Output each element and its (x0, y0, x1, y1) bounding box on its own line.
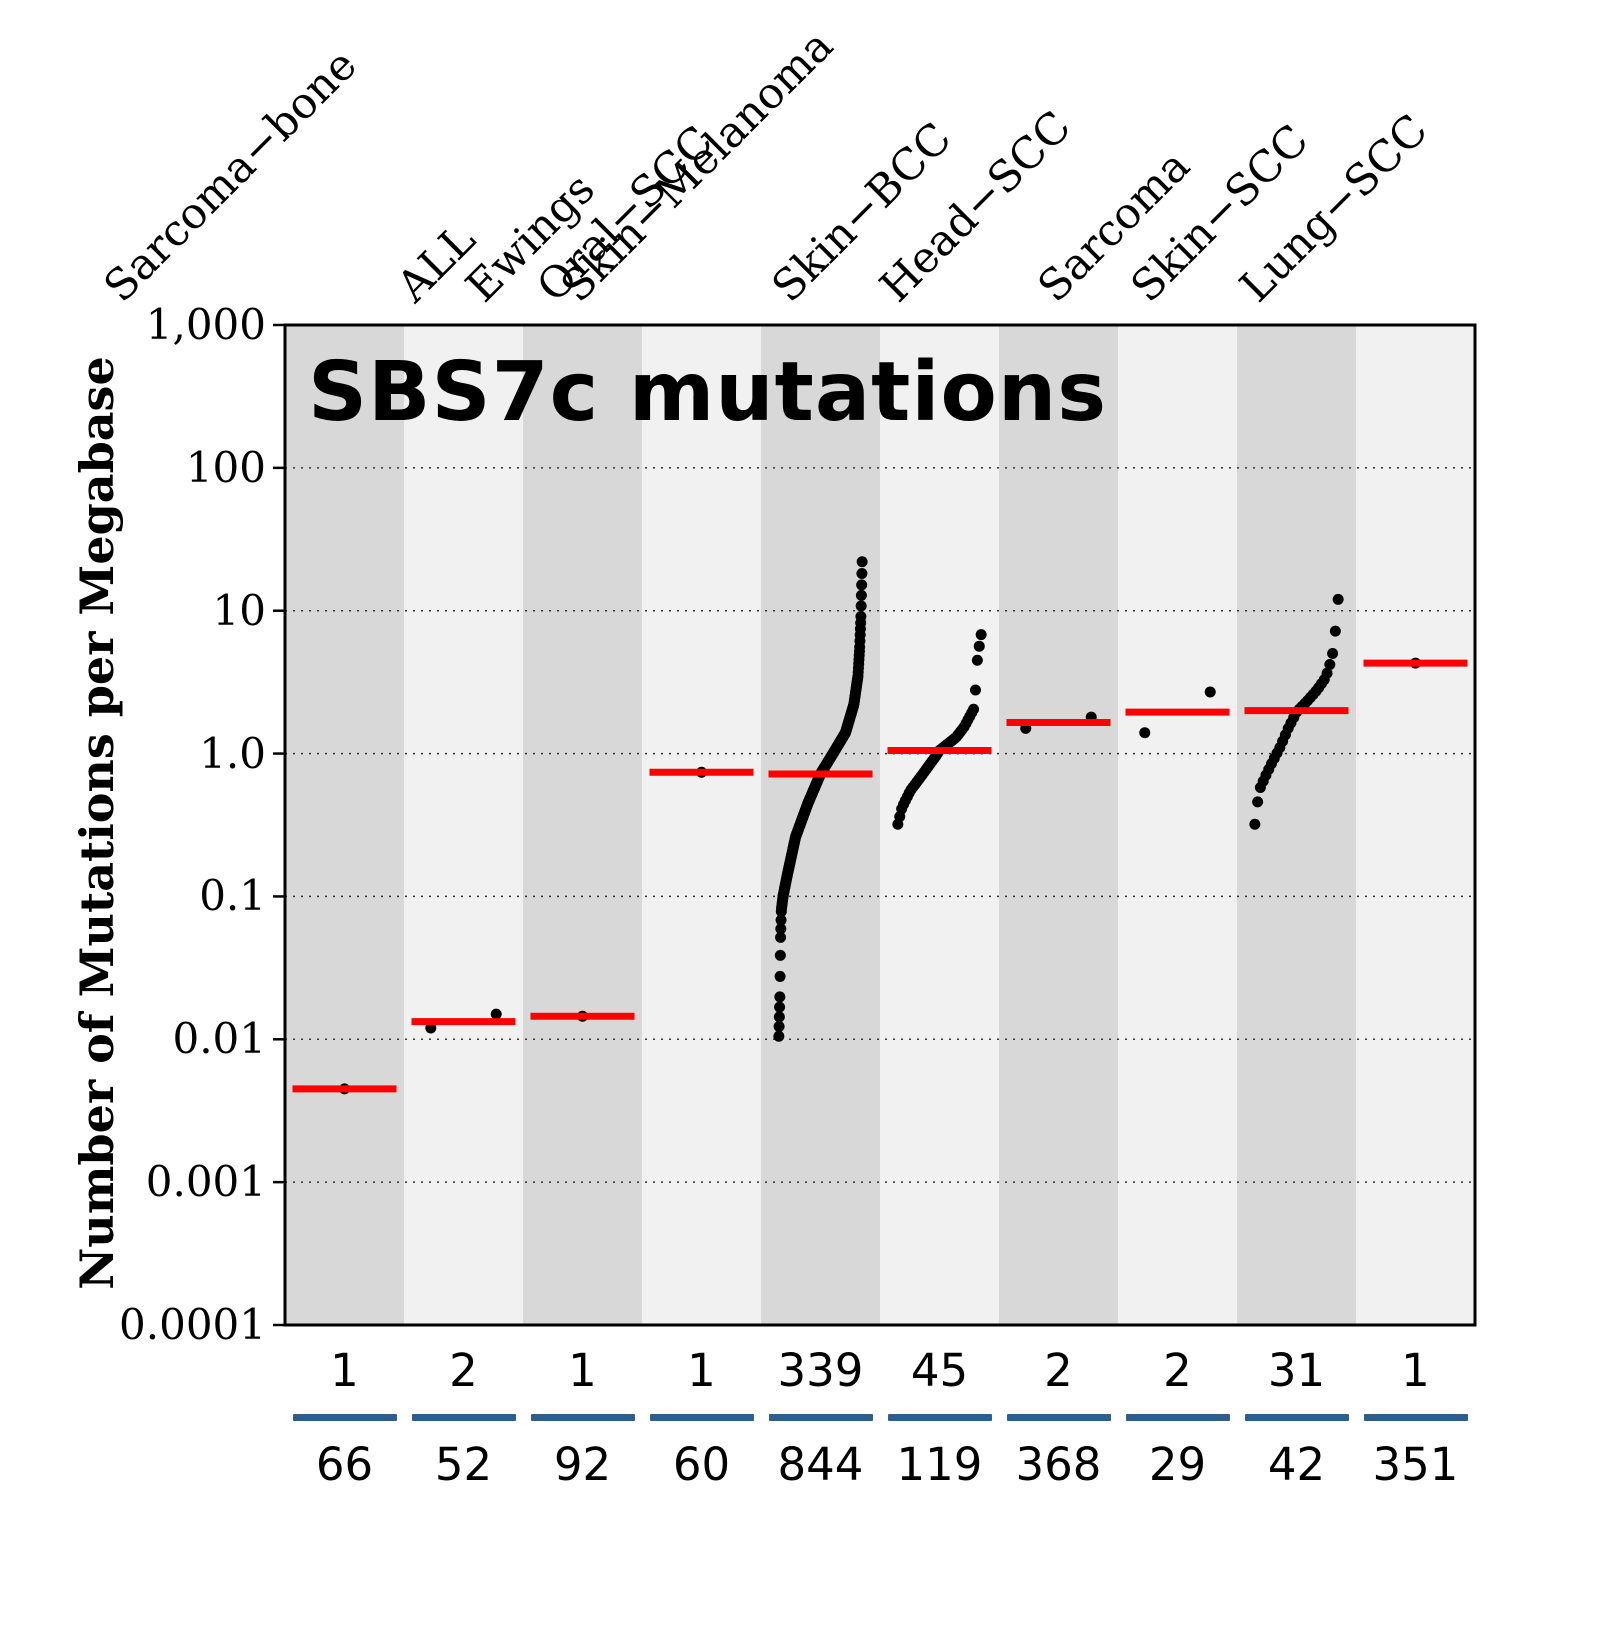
data-point (1332, 593, 1344, 605)
signature-sample-count: 2 (1163, 1344, 1192, 1397)
column-band (761, 325, 880, 1325)
column-band (1118, 325, 1237, 1325)
data-point (775, 931, 787, 943)
y-tick-label: 0.01 (172, 1014, 266, 1064)
total-sample-count: 42 (1267, 1438, 1326, 1491)
total-sample-count: 368 (1015, 1438, 1102, 1491)
data-point (425, 1022, 437, 1034)
signature-sample-count: 2 (449, 1344, 478, 1397)
count-separator-line (411, 1414, 516, 1421)
signature-sample-count: 31 (1267, 1344, 1326, 1397)
data-point (490, 1008, 502, 1020)
count-separator-line (1363, 1414, 1468, 1421)
data-point (973, 640, 985, 652)
data-point (773, 1030, 785, 1042)
count-separator-line (1125, 1414, 1230, 1421)
total-sample-count: 119 (896, 1438, 983, 1491)
count-separator-line (292, 1414, 397, 1421)
signature-sample-count: 339 (777, 1344, 864, 1397)
data-point (774, 949, 786, 961)
count-separator-line (1006, 1414, 1111, 1421)
data-point (1324, 659, 1336, 671)
count-separator-line (649, 1414, 754, 1421)
signature-sample-count: 45 (910, 1344, 969, 1397)
data-point (856, 579, 868, 591)
chart-title: SBS7c mutations (308, 345, 1108, 440)
data-point (1329, 625, 1341, 637)
y-tick-label: 0.1 (199, 871, 266, 921)
data-point (1327, 647, 1339, 659)
signature-sample-count: 2 (1044, 1344, 1073, 1397)
count-separator-line (887, 1414, 992, 1421)
data-point (774, 991, 786, 1003)
data-point (1204, 686, 1216, 698)
count-separator-line (1244, 1414, 1349, 1421)
data-point (1252, 796, 1264, 808)
signature-sample-count: 1 (568, 1344, 597, 1397)
y-tick-label: 0.0001 (119, 1300, 266, 1349)
y-tick-label: 1,000 (145, 300, 266, 349)
total-sample-count: 29 (1148, 1438, 1207, 1491)
column-band (285, 325, 404, 1325)
total-sample-count: 52 (434, 1438, 493, 1491)
signature-sample-count: 1 (330, 1344, 359, 1397)
data-point (855, 600, 867, 612)
column-band (999, 325, 1118, 1325)
column-band (404, 325, 523, 1325)
data-point (856, 556, 868, 568)
data-point (1249, 818, 1261, 830)
signature-sample-count: 1 (687, 1344, 716, 1397)
y-tick-label: 100 (185, 442, 266, 492)
data-point (975, 629, 987, 641)
y-tick-label: 10 (212, 585, 266, 635)
data-point (773, 1020, 785, 1032)
data-point (1139, 727, 1151, 739)
count-separator-line (530, 1414, 635, 1421)
data-point (773, 1011, 785, 1023)
total-sample-count: 844 (777, 1438, 864, 1491)
data-point (774, 1001, 786, 1013)
data-point (855, 611, 867, 623)
y-tick-label: 1.0 (199, 728, 266, 778)
data-point (969, 684, 981, 696)
data-point (775, 923, 787, 935)
column-band (642, 325, 761, 1325)
plot-border (283, 323, 1477, 1327)
data-point (856, 567, 868, 579)
data-point (971, 654, 983, 666)
total-sample-count: 60 (672, 1438, 731, 1491)
data-point (855, 589, 867, 601)
count-separator-line (768, 1414, 873, 1421)
y-tick-label: 0.001 (145, 1157, 266, 1207)
signature-sample-count: 1 (1401, 1344, 1430, 1397)
column-band (1356, 325, 1475, 1325)
data-point (1321, 667, 1333, 679)
data-point (968, 703, 980, 715)
total-sample-count: 92 (553, 1438, 612, 1491)
total-sample-count: 351 (1372, 1438, 1459, 1491)
total-sample-count: 66 (315, 1438, 374, 1491)
data-point (774, 970, 786, 982)
column-band (523, 325, 642, 1325)
data-point (775, 914, 787, 926)
